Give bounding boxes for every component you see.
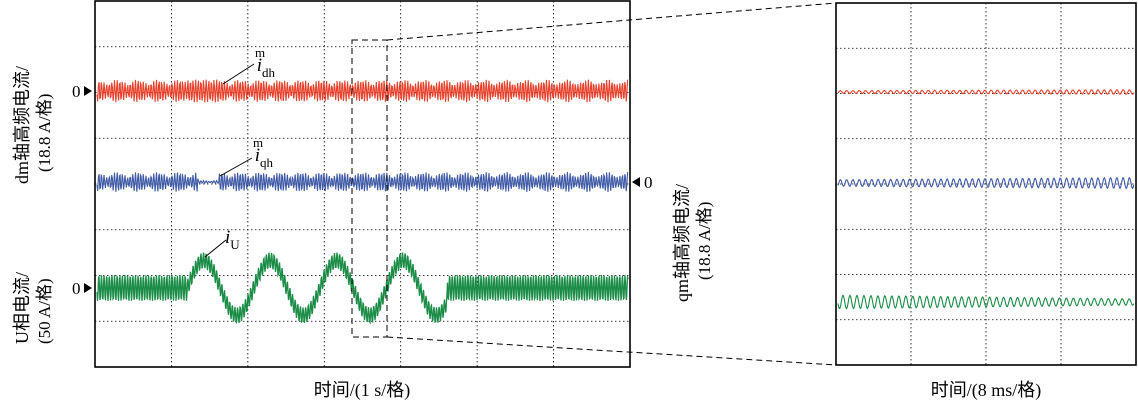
zoom-leader-bottom [386, 336, 837, 366]
iu-leader [204, 239, 227, 258]
zero-label-qh: 0 [644, 173, 653, 192]
trace-iu [96, 252, 629, 325]
ylabel-dh-line2: (18.8 A/格) [35, 94, 54, 172]
iqh-leader [219, 157, 253, 177]
ylabel-u: U相电流/ (50 A/格) [12, 272, 54, 344]
right-traces [837, 89, 1135, 310]
zoom-window [351, 39, 388, 338]
idh-label: idhm [255, 45, 276, 80]
zero-label-u: 0 [72, 279, 81, 298]
iqh-label: iqhm [253, 135, 274, 170]
xlabel-left: 时间/(1 s/格) [314, 380, 411, 401]
ylabel-qh-line1: qm轴高频电流/ [672, 184, 692, 302]
trace-iqh [96, 171, 629, 193]
iu-label: iU [225, 227, 240, 252]
right-plot [835, 2, 1137, 366]
left-plot [94, 0, 631, 368]
left-traces [96, 79, 629, 325]
zero-label-dh: 0 [72, 82, 81, 101]
ylabel-qh-line2: (18.8 A/格) [695, 202, 714, 280]
zero-arrow-dh [84, 86, 92, 96]
zero-arrow-u [84, 283, 92, 293]
ylabel-dh: dm轴高频电流/ (18.8 A/格) [12, 66, 54, 184]
idh-leader [222, 63, 255, 85]
trace-idh [96, 79, 629, 103]
xlabel-right: 时间/(8 ms/格) [931, 380, 1042, 401]
zoom-trace-iqh [837, 176, 1135, 190]
zoom-trace-iu [837, 294, 1135, 310]
zoom-trace-idh [837, 89, 1135, 95]
zoom-leader-top [386, 2, 837, 41]
zero-arrow-qh [632, 177, 640, 187]
ylabel-u-line2: (50 A/格) [35, 278, 54, 344]
ylabel-u-line1: U相电流/ [12, 272, 32, 344]
ylabel-dh-line1: dm轴高频电流/ [12, 66, 32, 184]
ylabel-qh: qm轴高频电流/ (18.8 A/格) [672, 184, 714, 302]
